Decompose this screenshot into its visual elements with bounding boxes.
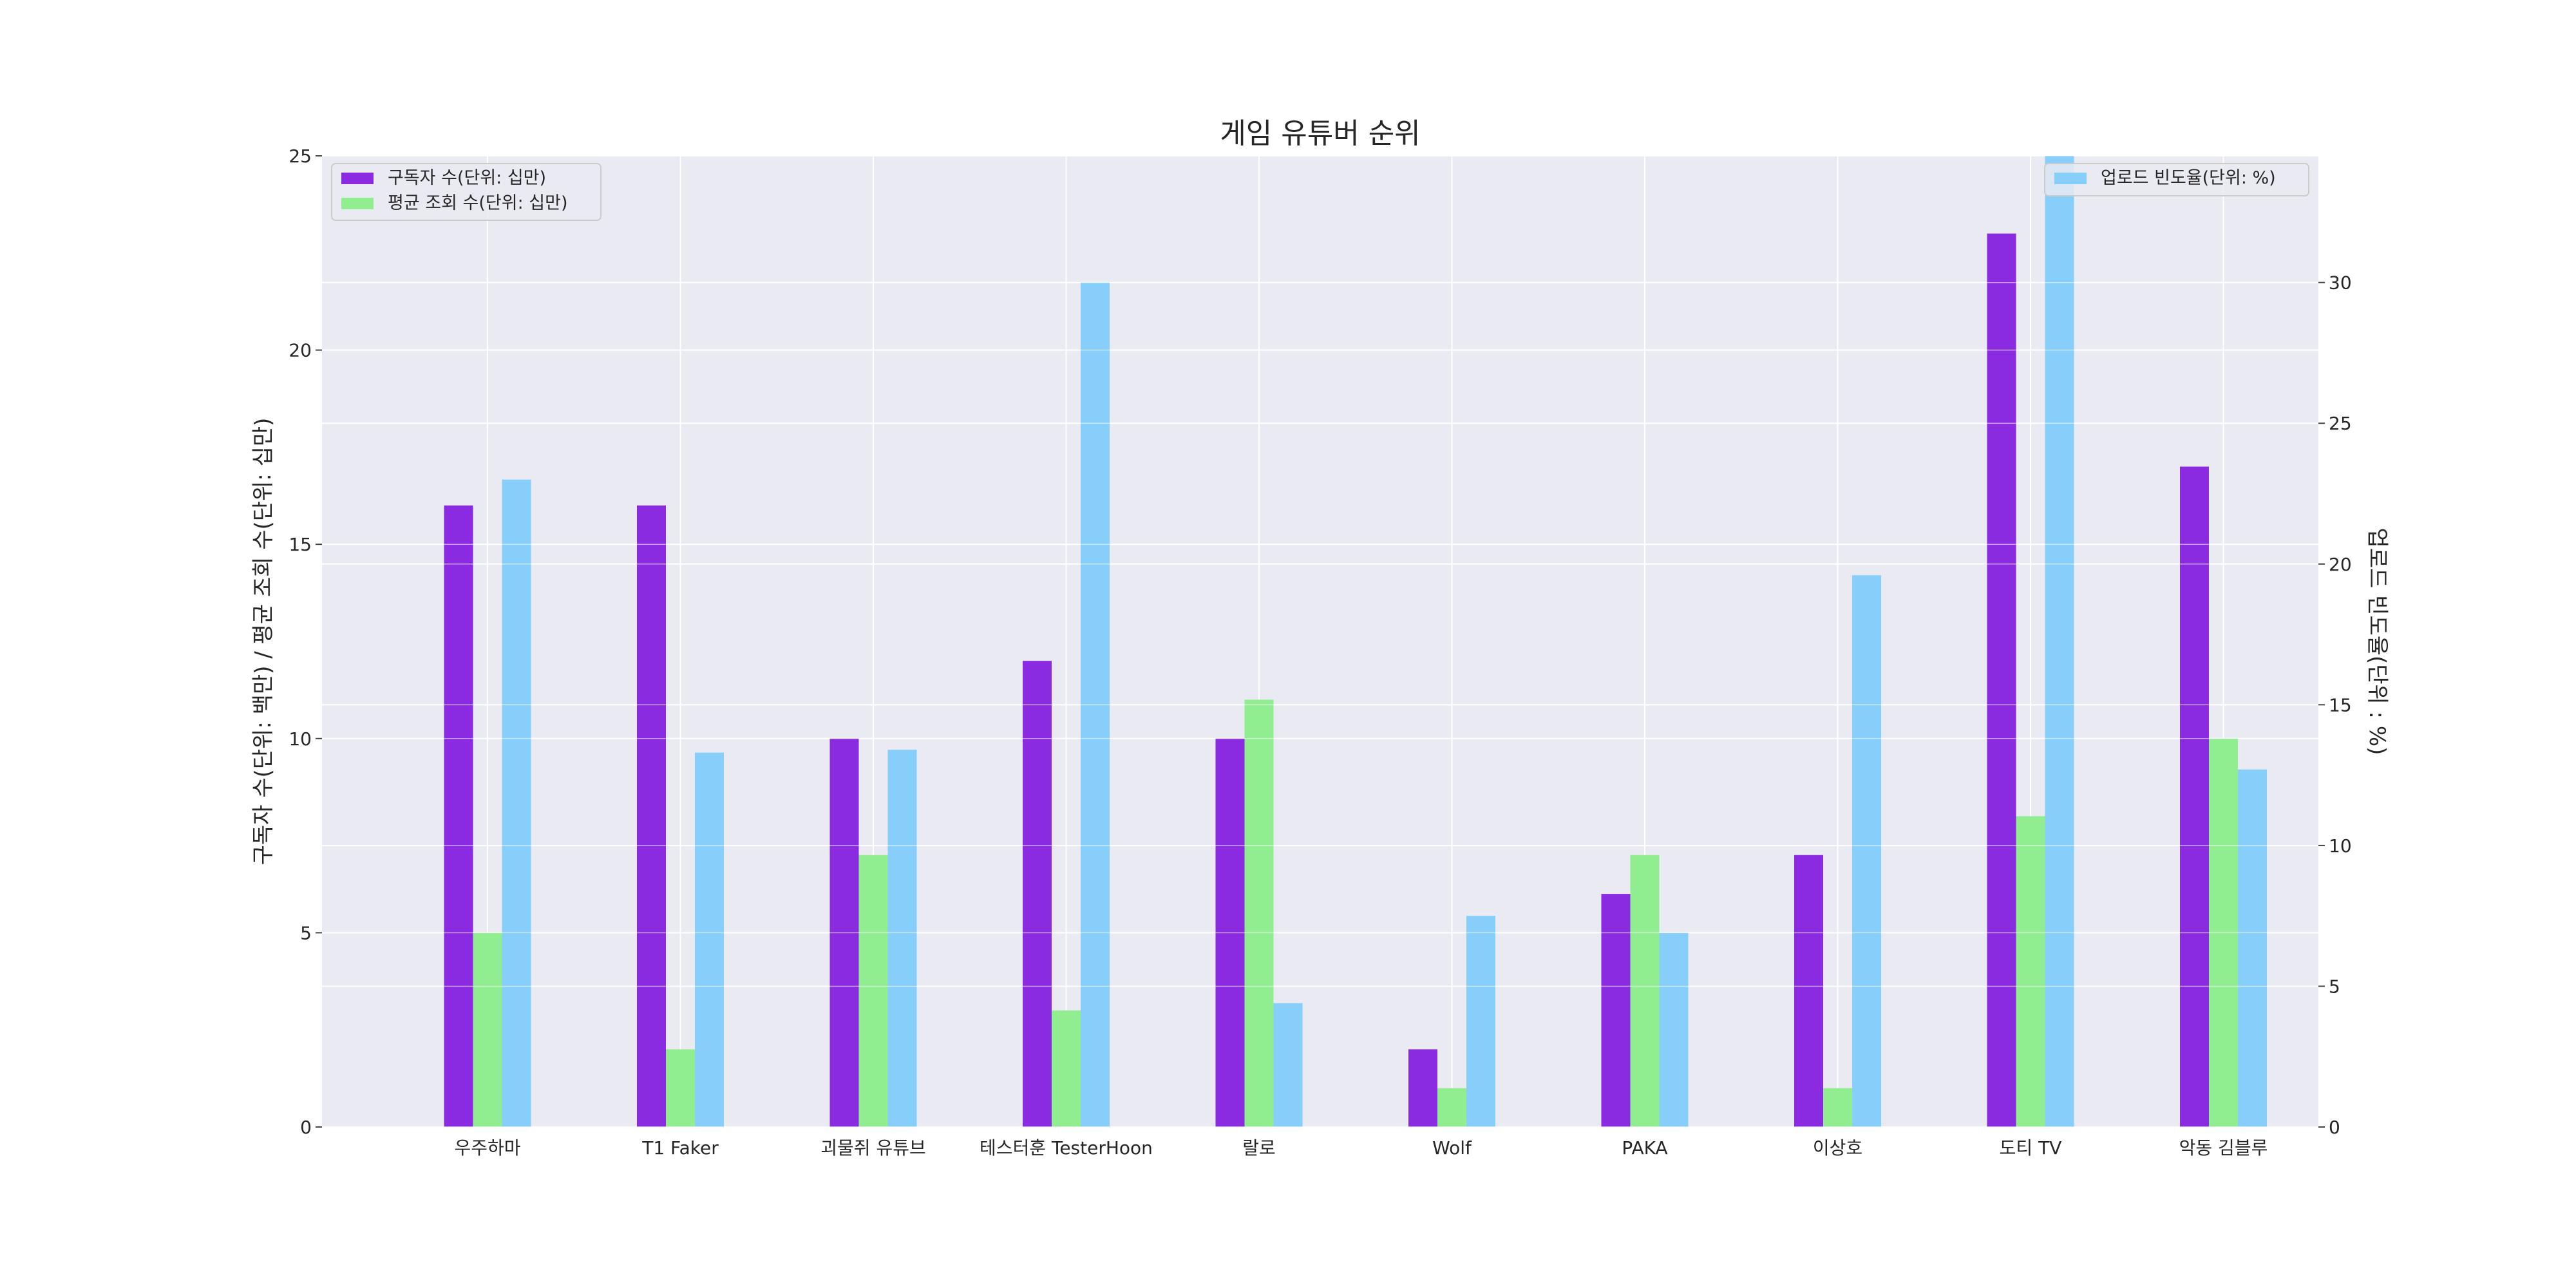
x-tick-label-1: T1 Faker xyxy=(641,1137,719,1159)
y2-axis-label: 업로드 빈도율(단위 : %) xyxy=(2364,528,2390,755)
x-tick-label-6: PAKA xyxy=(1622,1137,1667,1159)
legend-left: 구독자 수(단위: 십만) 평균 조회 수(단위: 십만) xyxy=(331,163,601,221)
bar-series0-7 xyxy=(1794,855,1823,1127)
bar-series1-0 xyxy=(473,933,502,1127)
x-tick-label-9: 악동 김블루 xyxy=(2179,1137,2268,1159)
y2-tick-label-2: 10 xyxy=(2329,835,2352,857)
legend-swatch-upload xyxy=(2054,173,2087,184)
bar-series1-3 xyxy=(1052,1010,1081,1127)
bar-series0-6 xyxy=(1601,894,1631,1127)
y2-tick-label-6: 30 xyxy=(2329,272,2352,294)
y-tick-label-2: 10 xyxy=(289,728,312,750)
bar-series2-0 xyxy=(502,479,531,1127)
bar-series2-7 xyxy=(1852,575,1881,1127)
y-axis-label: 구독자 수(단위: 백만) / 평균 조회 수(단위: 십만) xyxy=(251,418,276,866)
y-tick-label-1: 5 xyxy=(300,922,312,943)
y2-tick-label-4: 20 xyxy=(2329,554,2352,575)
bar-series2-5 xyxy=(1466,916,1495,1127)
bar-series1-5 xyxy=(1437,1088,1466,1127)
bar-series0-1 xyxy=(637,505,666,1127)
y2-tick-label-1: 5 xyxy=(2329,976,2340,997)
bar-series0-3 xyxy=(1023,661,1052,1127)
x-tick-label-5: Wolf xyxy=(1432,1137,1472,1159)
bar-series0-5 xyxy=(1408,1049,1437,1127)
axes: 0 5 10 15 20 25 0 5 10 15 20 25 30 우주하마 T1 Faker 괴물쥐 유튜… xyxy=(289,146,2351,1159)
y-tick-label-4: 20 xyxy=(289,340,312,361)
legend-left-frame xyxy=(331,163,601,221)
legend-label-views: 평균 조회 수(단위: 십만) xyxy=(388,193,567,213)
legend-right: 업로드 빈도율(단위: %) xyxy=(2044,163,2309,196)
bar-series2-4 xyxy=(1273,1003,1303,1127)
legend-right-frame xyxy=(2044,163,2309,196)
y2-tick-label-0: 0 xyxy=(2329,1117,2340,1138)
bar-series2-2 xyxy=(887,750,917,1127)
legend-label-upload: 업로드 빈도율(단위: %) xyxy=(2101,168,2276,188)
bar-series1-8 xyxy=(2016,816,2045,1127)
bar-series1-6 xyxy=(1630,855,1660,1127)
y-tick-label-3: 15 xyxy=(289,534,312,555)
bar-series1-7 xyxy=(1823,1088,1852,1127)
bar-series1-1 xyxy=(666,1049,695,1127)
y-tick-label-0: 0 xyxy=(300,1117,312,1138)
bar-series2-6 xyxy=(1659,933,1689,1127)
x-tick-label-0: 우주하마 xyxy=(454,1137,520,1159)
bar-series0-8 xyxy=(1987,233,2016,1127)
y2-tick-label-5: 25 xyxy=(2329,413,2352,434)
bar-series1-4 xyxy=(1244,699,1274,1127)
bar-series1-2 xyxy=(858,855,888,1127)
legend-swatch-subscribers xyxy=(341,173,374,184)
x-tick-label-4: 랄로 xyxy=(1242,1137,1276,1159)
bar-series2-9 xyxy=(2238,769,2267,1127)
x-tick-label-2: 괴물쥐 유튜브 xyxy=(820,1137,925,1159)
y-tick-label-5: 25 xyxy=(289,146,312,167)
x-tick-label-3: 테스터훈 TesterHoon xyxy=(980,1137,1153,1159)
bar-series0-0 xyxy=(444,505,473,1127)
chart-title: 게임 유튜버 순위 xyxy=(1220,117,1420,150)
legend-label-subscribers: 구독자 수(단위: 십만) xyxy=(388,168,546,188)
bar-series2-1 xyxy=(695,752,724,1127)
bar-series2-8 xyxy=(2045,156,2074,1127)
x-tick-label-7: 이상호 xyxy=(1813,1137,1862,1159)
bar-series0-9 xyxy=(2180,466,2209,1127)
x-tick-label-8: 도티 TV xyxy=(2000,1137,2062,1159)
legend-swatch-views xyxy=(341,198,374,209)
y2-tick-label-3: 15 xyxy=(2329,694,2352,715)
bars xyxy=(322,155,2318,1128)
